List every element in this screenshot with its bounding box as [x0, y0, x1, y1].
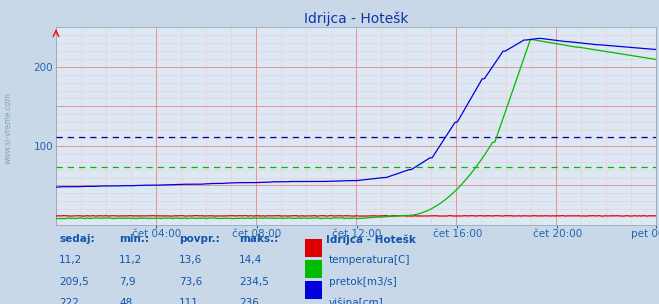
Bar [305, 260, 322, 278]
Text: pretok[m3/s]: pretok[m3/s] [329, 277, 397, 287]
Text: 234,5: 234,5 [239, 277, 269, 287]
Text: Idrijca - Hotešk: Idrijca - Hotešk [326, 234, 416, 245]
Text: višina[cm]: višina[cm] [329, 298, 384, 304]
Text: 14,4: 14,4 [239, 255, 262, 265]
Title: Idrijca - Hotešk: Idrijca - Hotešk [304, 12, 408, 26]
Text: 11,2: 11,2 [119, 255, 142, 265]
Text: 48: 48 [119, 298, 132, 304]
Text: 236: 236 [239, 298, 259, 304]
Text: sedaj:: sedaj: [59, 234, 95, 244]
Text: 111: 111 [179, 298, 199, 304]
Text: 7,9: 7,9 [119, 277, 136, 287]
Text: temperatura[C]: temperatura[C] [329, 255, 411, 265]
Text: maks.:: maks.: [239, 234, 278, 244]
Text: 209,5: 209,5 [59, 277, 89, 287]
Text: min.:: min.: [119, 234, 149, 244]
Text: 13,6: 13,6 [179, 255, 202, 265]
Text: povpr.:: povpr.: [179, 234, 219, 244]
Text: 11,2: 11,2 [59, 255, 82, 265]
Text: www.si-vreme.com: www.si-vreme.com [4, 92, 13, 164]
Bar [305, 281, 322, 299]
Bar [305, 239, 322, 257]
Text: 222: 222 [59, 298, 79, 304]
Text: 73,6: 73,6 [179, 277, 202, 287]
